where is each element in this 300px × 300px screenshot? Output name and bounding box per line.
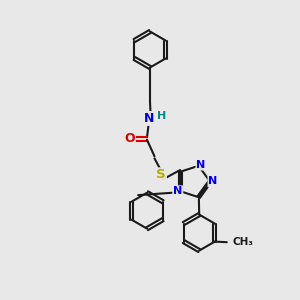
Text: N: N <box>173 186 182 196</box>
Text: N: N <box>208 176 217 187</box>
Text: S: S <box>156 168 166 182</box>
Text: O: O <box>124 132 135 146</box>
Text: N: N <box>196 160 206 170</box>
Text: CH₃: CH₃ <box>233 237 254 247</box>
Text: N: N <box>144 112 154 125</box>
Text: H: H <box>157 111 166 121</box>
